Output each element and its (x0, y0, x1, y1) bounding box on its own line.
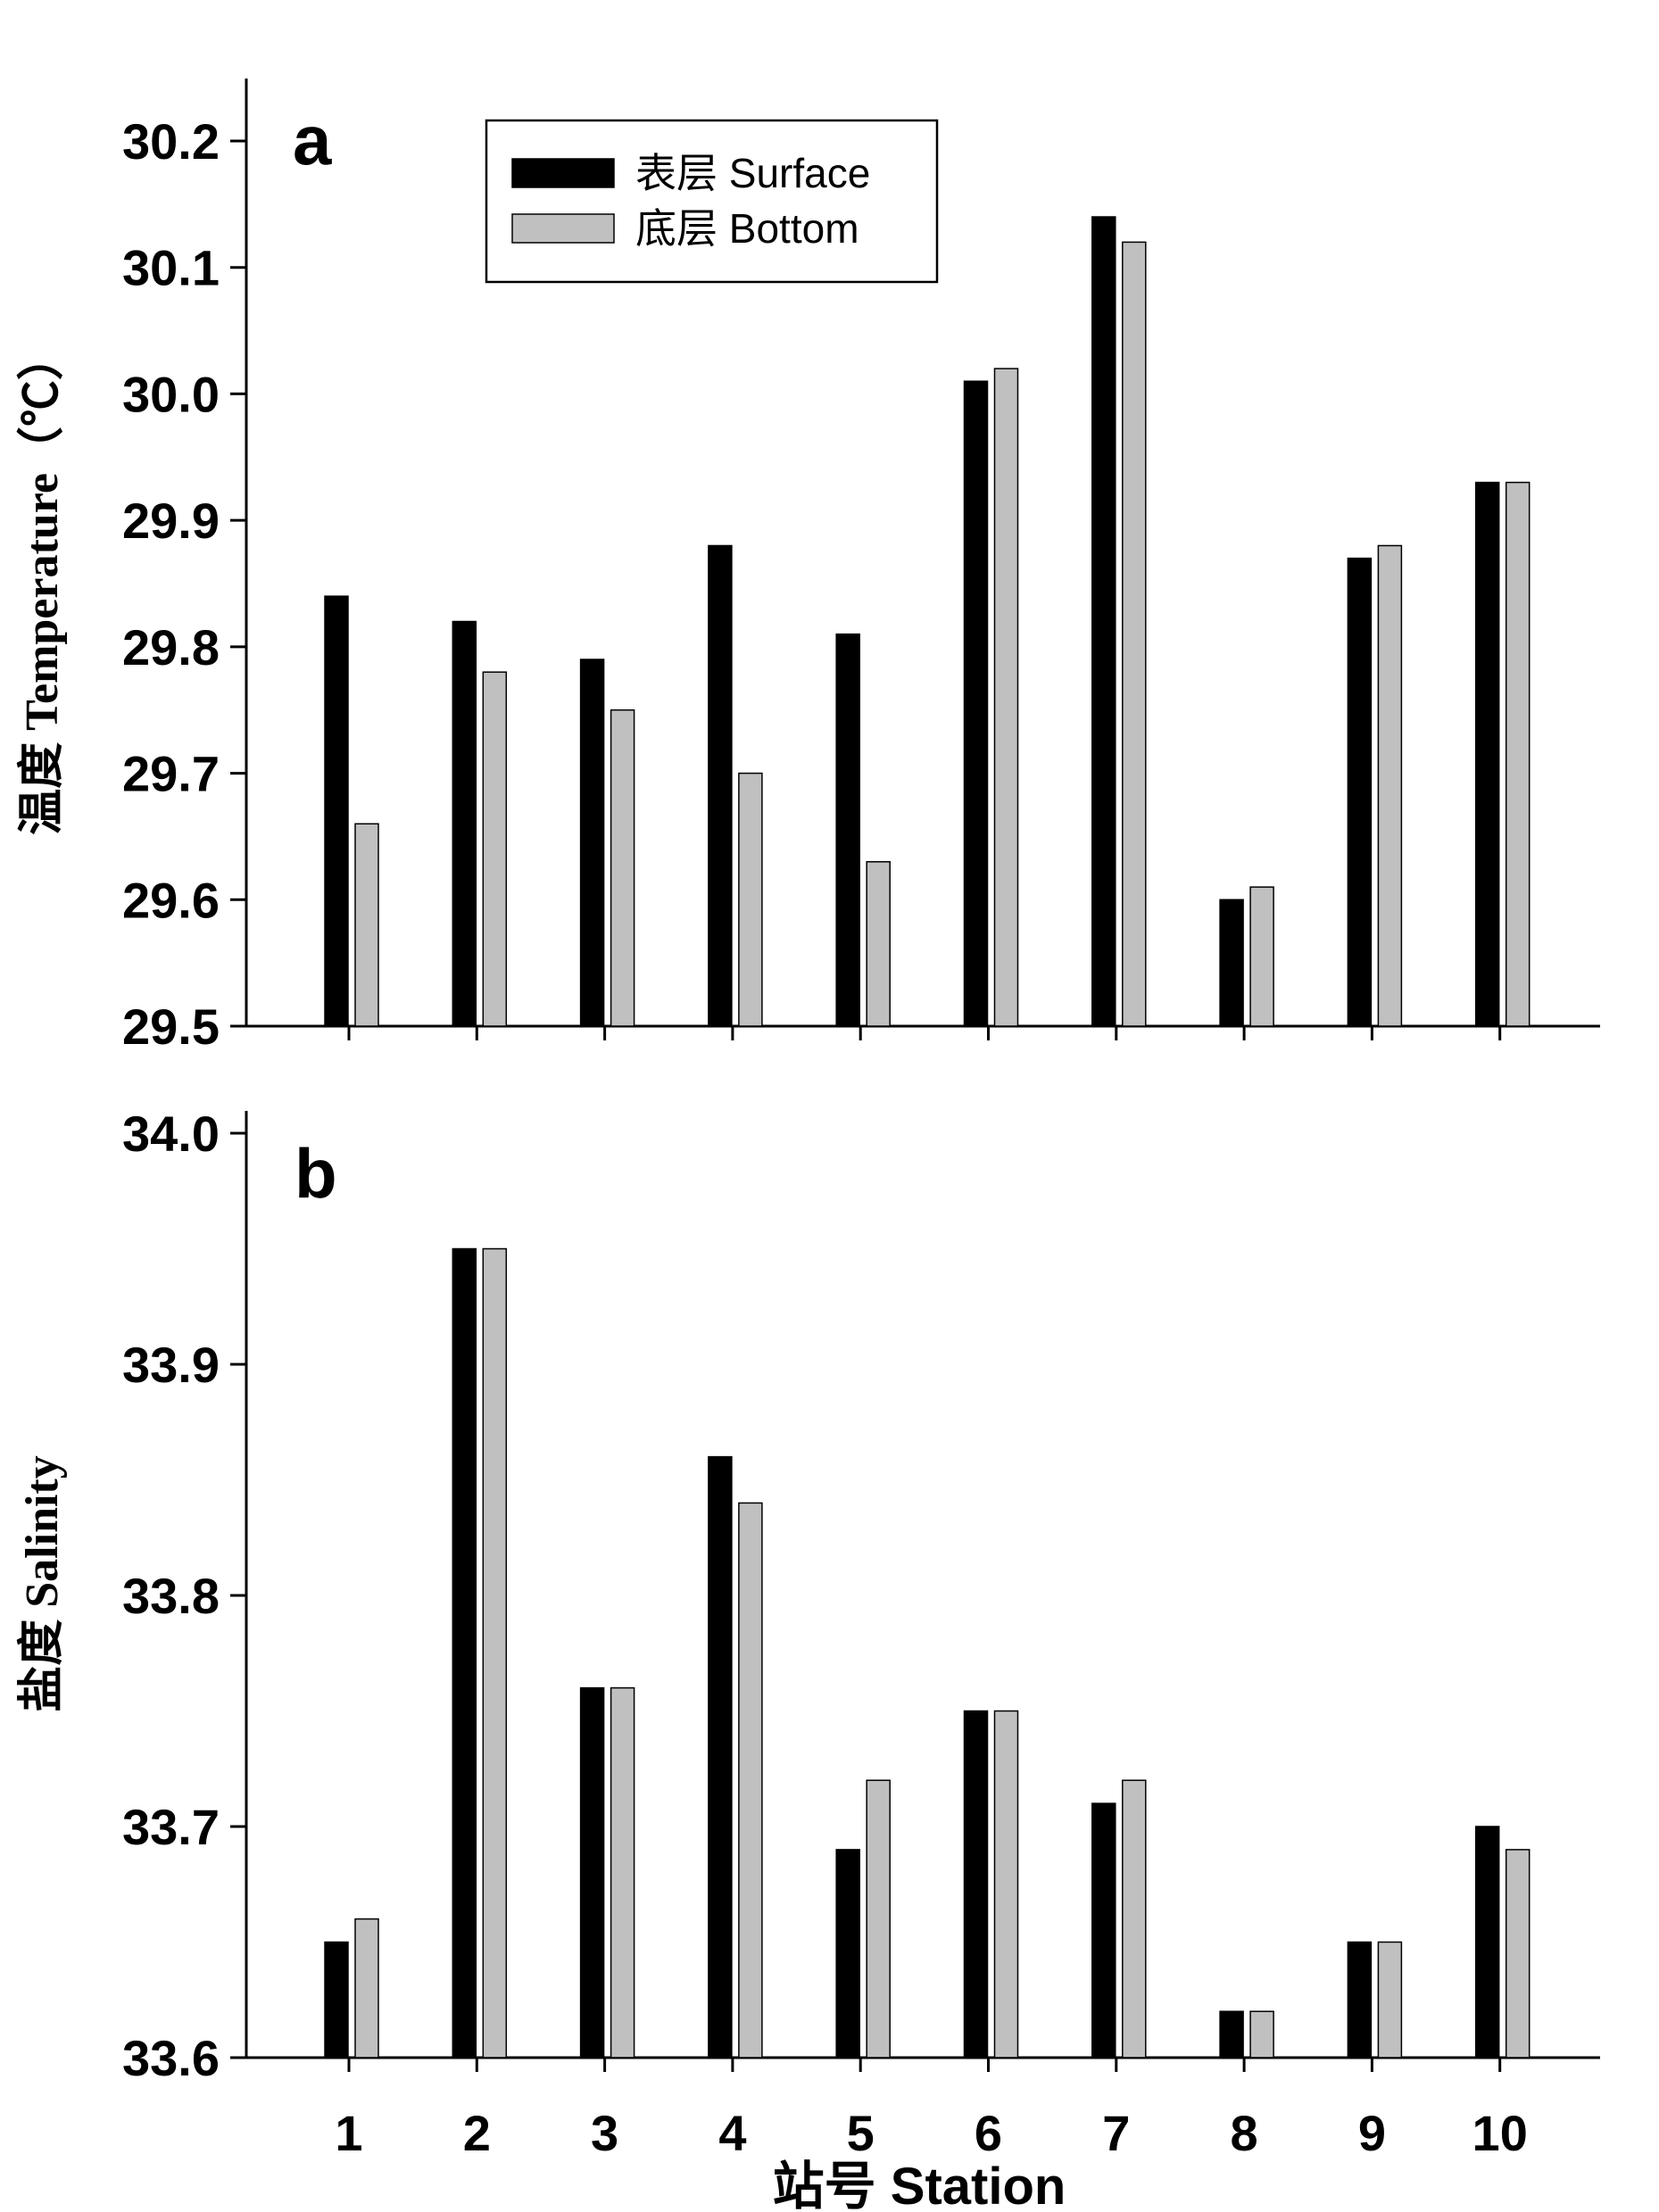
bar-bottom (866, 1779, 891, 2059)
panel-label: b (294, 1134, 337, 1213)
bar-bottom (738, 772, 763, 1027)
y-tick-label: 33.8 (122, 1568, 220, 1624)
bar-bottom (482, 1247, 508, 2059)
y-tick-label: 34.0 (122, 1106, 220, 1162)
bar-bottom (1505, 1849, 1530, 2059)
bar-surface (708, 1455, 733, 2059)
bar-surface (1474, 481, 1500, 1027)
bar-bottom (354, 823, 379, 1027)
legend-swatch-surface (511, 158, 615, 188)
bar-surface (963, 1710, 989, 2059)
bar-bottom (1249, 886, 1274, 1027)
bar-surface (708, 544, 733, 1027)
bar-surface (452, 620, 477, 1027)
bar-surface (1091, 216, 1116, 1027)
bar-bottom (1377, 544, 1403, 1027)
bar-surface (963, 380, 989, 1027)
legend-box (485, 119, 939, 284)
bar-surface (324, 595, 349, 1027)
bar-surface (324, 1941, 349, 2059)
bar-surface (579, 659, 605, 1027)
bar-bottom (354, 1918, 379, 2059)
bar-surface (1347, 1941, 1373, 2059)
bar-bottom (482, 671, 508, 1027)
x-tick-label: 10 (1472, 2105, 1528, 2161)
bar-surface (1219, 2010, 1244, 2059)
bar-bottom (610, 708, 635, 1027)
panel-label: a (293, 101, 332, 179)
bar-surface (835, 633, 860, 1027)
x-tick-label: 8 (1231, 2105, 1258, 2161)
bar-surface (579, 1686, 605, 2059)
y-tick-label: 33.9 (122, 1337, 220, 1393)
bar-bottom (610, 1686, 635, 2059)
y-tick-label: 29.7 (122, 746, 220, 802)
x-tick-label: 9 (1358, 2105, 1386, 2161)
y-axis-title: 盐度 Salinity (16, 1455, 68, 1712)
bar-surface (1091, 1802, 1116, 2059)
bar-bottom (1505, 481, 1530, 1027)
x-tick-label: 3 (591, 2105, 618, 2161)
bar-bottom (1377, 1941, 1403, 2059)
y-tick-label: 33.6 (122, 2030, 220, 2086)
bar-bottom (1122, 1779, 1147, 2059)
y-tick-label: 33.7 (122, 1799, 220, 1855)
x-tick-label: 1 (335, 2105, 362, 2161)
y-tick-label: 29.5 (122, 998, 220, 1055)
legend-swatch-bottom (511, 213, 615, 244)
bar-surface (1347, 557, 1373, 1027)
y-axis-title: 温度 Temperature（℃） (16, 334, 68, 835)
y-tick-label: 29.9 (122, 493, 220, 549)
bar-bottom (738, 1502, 763, 2059)
legend-label: 底层 Bottom (635, 205, 859, 252)
x-axis-title: 站号 Station (773, 2158, 1066, 2212)
bar-bottom (1122, 241, 1147, 1027)
bar-surface (1474, 1826, 1500, 2059)
bar-surface (1219, 899, 1244, 1027)
bar-surface (452, 1247, 477, 2059)
y-tick-label: 29.8 (122, 619, 220, 675)
legend-label: 表层 Surface (635, 150, 870, 196)
x-tick-label: 7 (1102, 2105, 1130, 2161)
y-tick-label: 30.2 (122, 113, 220, 170)
y-tick-label: 30.0 (122, 366, 220, 422)
bar-bottom (993, 1710, 1019, 2059)
y-tick-label: 29.6 (122, 872, 220, 928)
y-tick-label: 30.1 (122, 240, 220, 296)
bar-bottom (866, 861, 891, 1027)
bar-bottom (993, 368, 1019, 1027)
x-tick-label: 6 (975, 2105, 1002, 2161)
bar-surface (835, 1849, 860, 2059)
x-tick-label: 2 (463, 2105, 491, 2161)
bar-bottom (1249, 2010, 1274, 2059)
x-tick-label: 5 (847, 2105, 875, 2161)
x-tick-label: 4 (718, 2105, 746, 2161)
